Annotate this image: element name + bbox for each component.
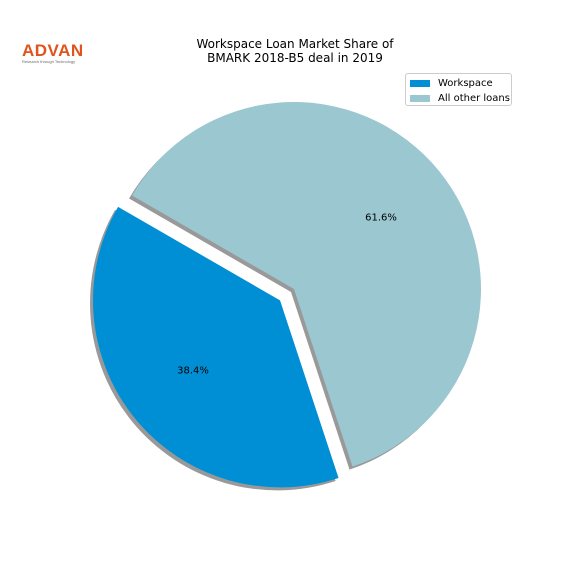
legend: Workspace All other loans bbox=[405, 73, 512, 106]
logo-wordmark: ADVAN bbox=[22, 41, 84, 60]
legend-item-workspace: Workspace bbox=[410, 77, 493, 89]
logo-tagline: Research through Technology bbox=[22, 59, 76, 64]
chart-title-line-1: Workspace Loan Market Share of bbox=[196, 37, 394, 51]
legend-swatch-workspace bbox=[410, 79, 430, 87]
legend-swatch-all-other-loans bbox=[410, 94, 430, 102]
slice-workspace bbox=[93, 206, 339, 488]
legend-item-all-other-loans: All other loans bbox=[410, 92, 510, 104]
chart-title-line-2: BMARK 2018-B5 deal in 2019 bbox=[207, 51, 383, 65]
data-label-workspace: 38.4% bbox=[177, 366, 209, 377]
slice-all-other-loans bbox=[132, 101, 481, 467]
data-label-all-other-loans: 61.6% bbox=[365, 213, 397, 224]
chart-title: Workspace Loan Market Share of BMARK 201… bbox=[150, 37, 440, 65]
legend-label-all-other-loans: All other loans bbox=[438, 92, 510, 104]
legend-label-workspace: Workspace bbox=[438, 77, 493, 89]
advan-logo: ADVAN Research through Technology bbox=[22, 42, 92, 64]
